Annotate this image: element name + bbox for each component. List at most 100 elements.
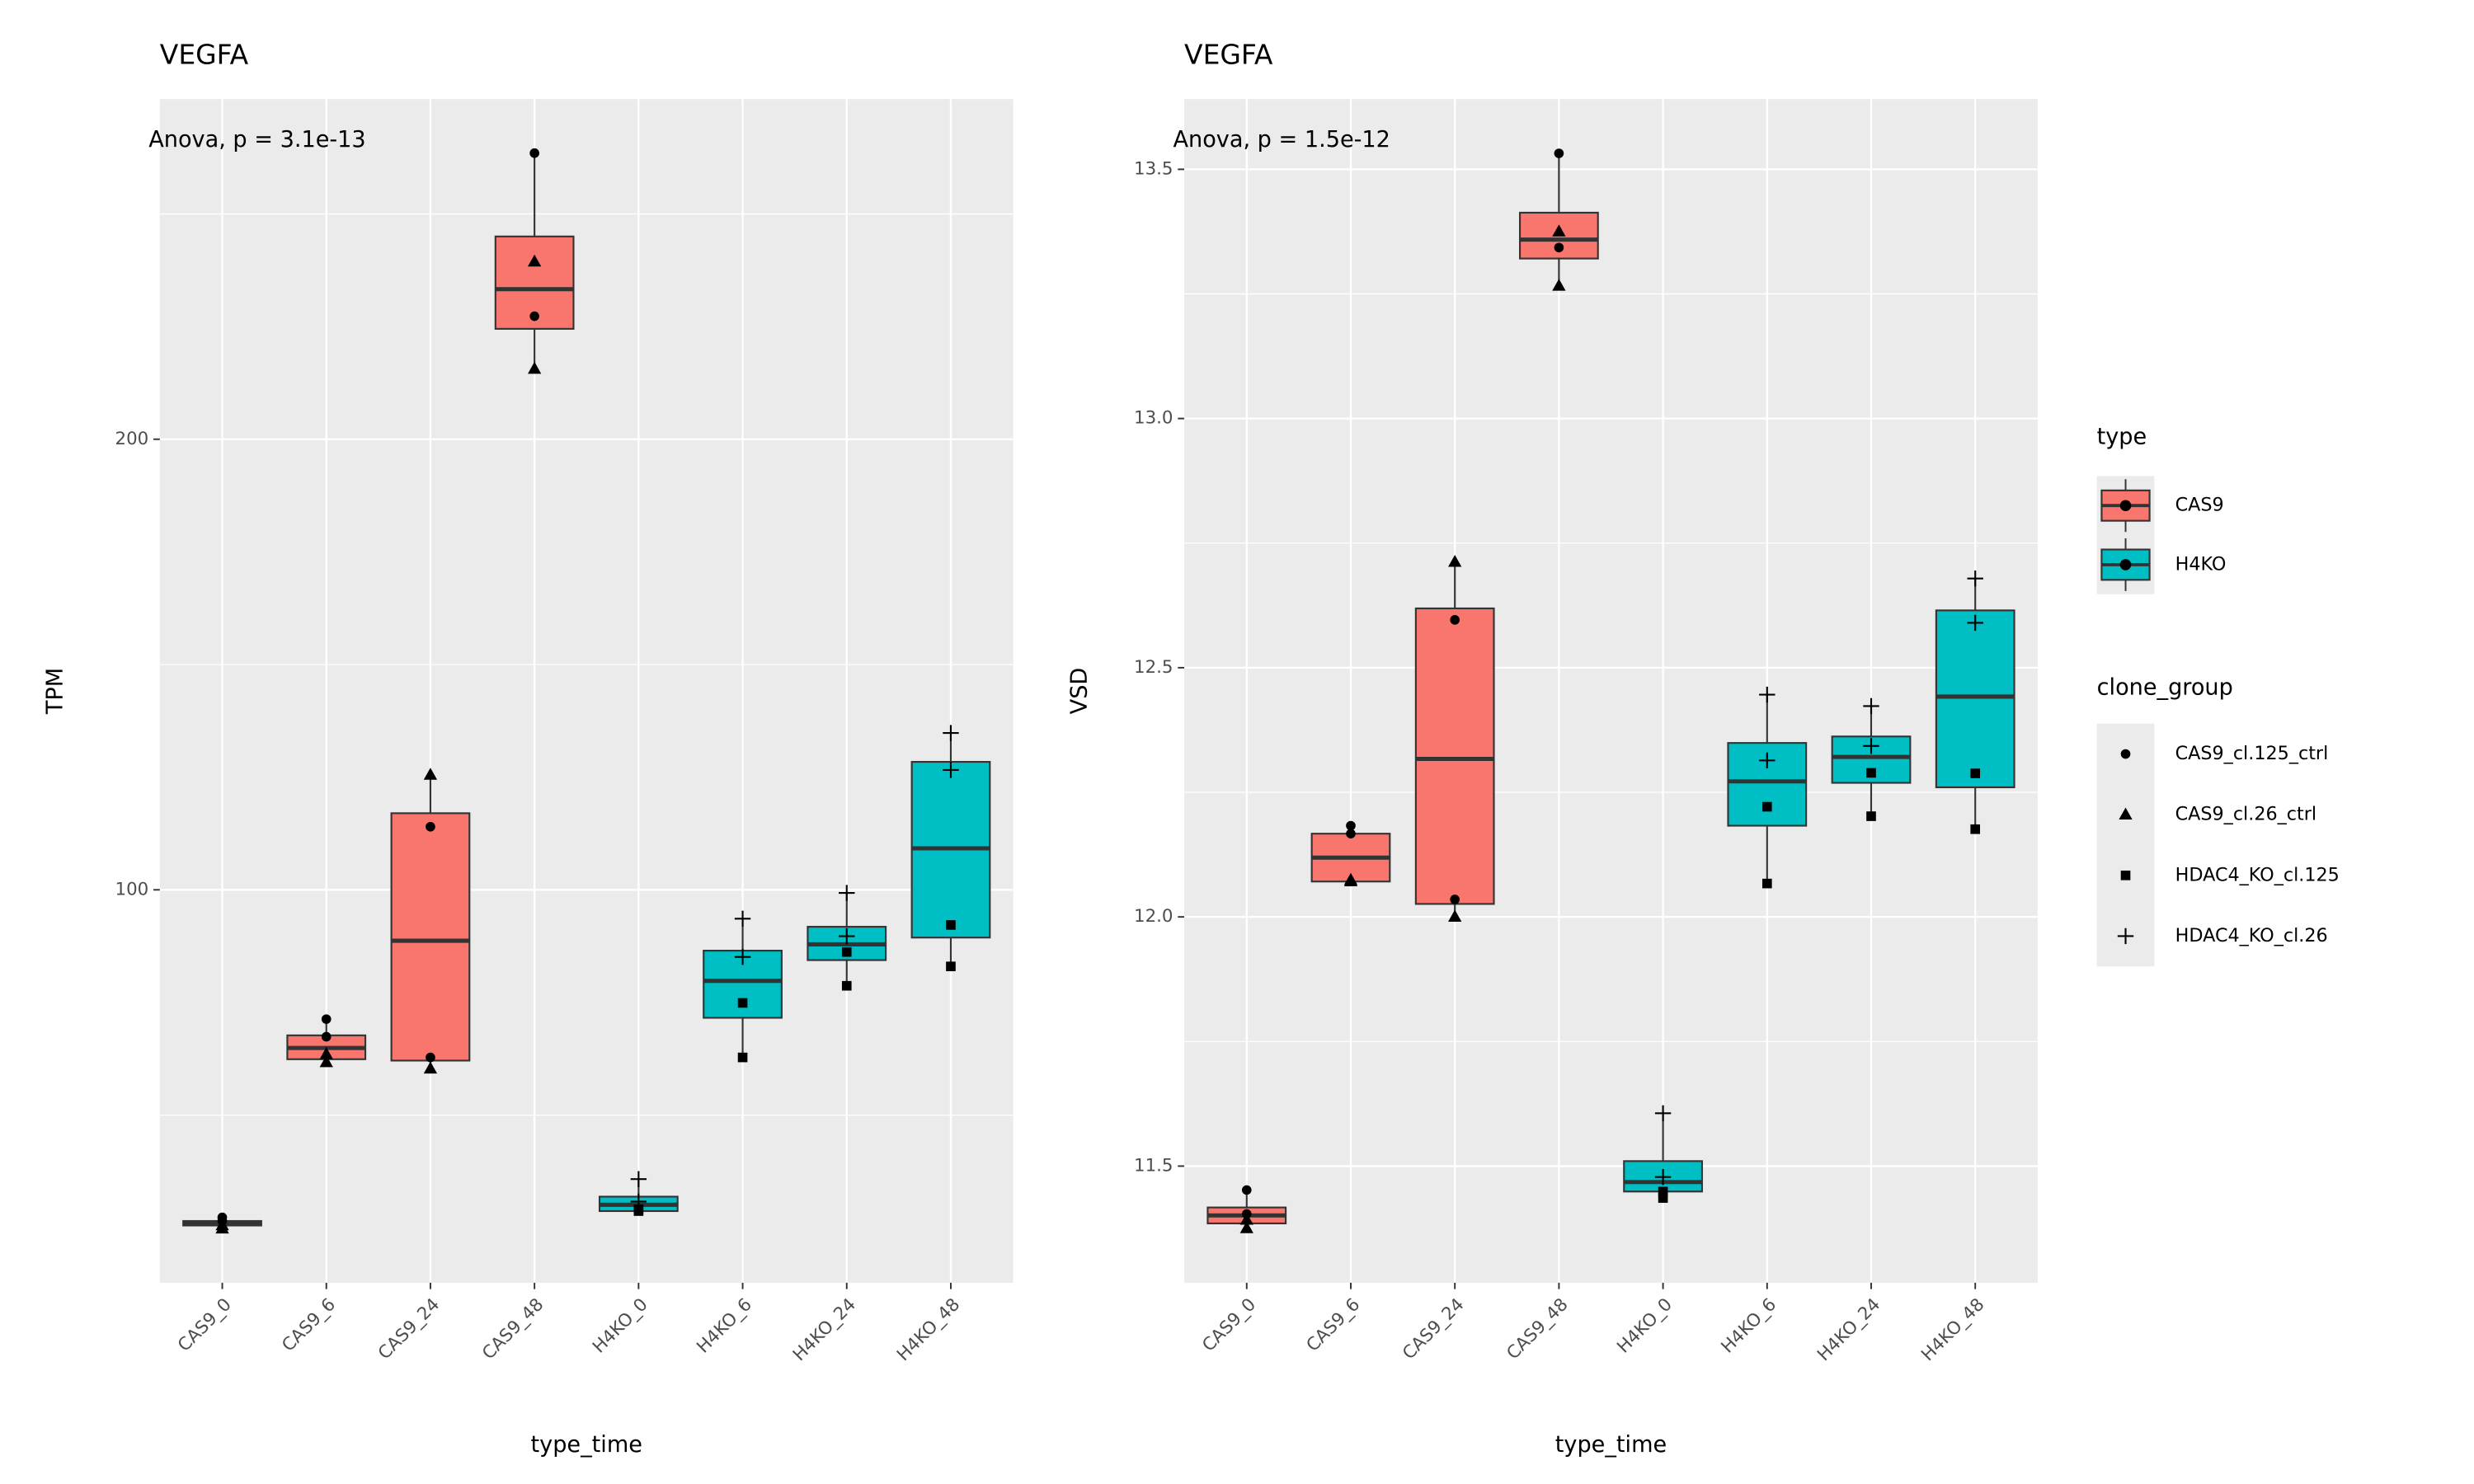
point bbox=[630, 1171, 647, 1187]
y-axis-title: VSD bbox=[1067, 668, 1093, 715]
x-tick-label: CAS9_0 bbox=[174, 1294, 236, 1356]
point bbox=[1239, 1221, 1253, 1233]
point bbox=[1761, 801, 1772, 812]
point bbox=[1863, 697, 1879, 715]
point bbox=[1967, 570, 1983, 587]
point bbox=[1967, 614, 1983, 632]
point bbox=[529, 311, 539, 322]
point bbox=[423, 1061, 438, 1074]
point bbox=[630, 1193, 647, 1210]
y-tick-label: 13.0 bbox=[1134, 408, 1173, 429]
x-tick-label: H4KO_0 bbox=[1613, 1294, 1677, 1358]
point bbox=[734, 910, 751, 927]
legend-key-shape bbox=[2120, 870, 2131, 881]
point bbox=[1759, 686, 1776, 703]
y-tick-label: 12.0 bbox=[1134, 906, 1173, 927]
legend-title: type bbox=[2097, 424, 2147, 449]
legend-label: H4KO bbox=[2175, 553, 2227, 575]
point bbox=[734, 949, 751, 965]
point bbox=[841, 946, 852, 957]
point bbox=[1552, 279, 1566, 291]
x-tick-label: H4KO_24 bbox=[789, 1294, 860, 1365]
x-tick-label: H4KO_0 bbox=[589, 1294, 652, 1358]
point bbox=[1346, 820, 1356, 831]
point bbox=[1554, 148, 1564, 158]
point bbox=[839, 928, 855, 945]
point bbox=[1654, 1169, 1672, 1186]
legend-label: HDAC4_KO_cl.125 bbox=[2175, 864, 2340, 885]
point bbox=[737, 998, 748, 1008]
x-tick-label: CAS9_24 bbox=[374, 1294, 444, 1364]
point bbox=[426, 1052, 435, 1063]
y-tick-label: 12.5 bbox=[1134, 657, 1173, 678]
point bbox=[1866, 768, 1876, 778]
legend-label: CAS9_cl.125_ctrl bbox=[2175, 743, 2329, 764]
y-tick-label: 200 bbox=[115, 429, 149, 449]
box bbox=[1935, 609, 2015, 789]
point bbox=[633, 1206, 644, 1216]
x-tick-label: CAS9_0 bbox=[1198, 1294, 1260, 1356]
point bbox=[1241, 1185, 1252, 1195]
point bbox=[1448, 555, 1462, 567]
box bbox=[390, 812, 471, 1062]
point bbox=[737, 1052, 748, 1063]
point bbox=[1346, 829, 1356, 839]
x-tick-label: CAS9_6 bbox=[278, 1294, 340, 1356]
point bbox=[423, 768, 438, 780]
chart-title: VEGFA bbox=[1184, 38, 1273, 70]
point bbox=[839, 885, 855, 901]
x-tick-label: CAS9_6 bbox=[1302, 1294, 1364, 1356]
x-tick-label: H4KO_6 bbox=[1717, 1294, 1780, 1358]
point bbox=[527, 361, 542, 374]
legend-key-shape bbox=[2120, 749, 2131, 759]
point bbox=[943, 762, 959, 778]
point bbox=[426, 821, 435, 832]
point bbox=[1450, 895, 1460, 904]
point bbox=[1970, 824, 1981, 834]
legend-label: HDAC4_KO_cl.26 bbox=[2175, 925, 2328, 946]
point bbox=[1866, 811, 1876, 821]
point bbox=[943, 725, 959, 741]
x-tick-label: H4KO_48 bbox=[1917, 1294, 1988, 1365]
point bbox=[215, 1218, 229, 1231]
y-axis-title: TPM bbox=[42, 668, 68, 715]
point bbox=[321, 1014, 332, 1024]
chart-title: VEGFA bbox=[160, 38, 249, 70]
point bbox=[321, 1031, 332, 1042]
point bbox=[1759, 752, 1776, 769]
y-tick-label: 13.5 bbox=[1134, 158, 1173, 179]
x-tick-label: H4KO_6 bbox=[693, 1294, 756, 1358]
x-tick-label: H4KO_48 bbox=[893, 1294, 964, 1365]
x-tick-label: CAS9_48 bbox=[478, 1294, 548, 1364]
point bbox=[946, 920, 956, 930]
x-axis-title: type_time bbox=[1555, 1432, 1667, 1458]
x-axis-title: type_time bbox=[531, 1432, 642, 1458]
y-tick-label: 11.5 bbox=[1134, 1155, 1173, 1176]
point bbox=[946, 961, 956, 972]
annotation: Anova, p = 3.1e-13 bbox=[148, 127, 365, 153]
point bbox=[1554, 242, 1564, 253]
point bbox=[1343, 874, 1358, 887]
legend-key-shape bbox=[2119, 807, 2133, 819]
legend-title: clone_group bbox=[2097, 675, 2233, 701]
point bbox=[1552, 224, 1566, 237]
point bbox=[1658, 1193, 1668, 1203]
x-tick-label: CAS9_48 bbox=[1503, 1294, 1572, 1364]
legend-label: CAS9 bbox=[2175, 495, 2224, 516]
point bbox=[319, 1047, 333, 1059]
point bbox=[1761, 878, 1772, 889]
point bbox=[529, 148, 539, 158]
y-tick-label: 100 bbox=[115, 879, 149, 899]
point bbox=[319, 1054, 333, 1068]
panel-background bbox=[159, 99, 1014, 1283]
point bbox=[841, 980, 852, 991]
box bbox=[1414, 607, 1495, 905]
panel-background bbox=[1184, 99, 2038, 1283]
annotation: Anova, p = 1.5e-12 bbox=[1173, 127, 1390, 153]
point bbox=[1970, 768, 1981, 778]
legend-key-dot bbox=[2119, 559, 2132, 571]
point bbox=[1450, 615, 1460, 625]
point bbox=[1448, 909, 1462, 922]
